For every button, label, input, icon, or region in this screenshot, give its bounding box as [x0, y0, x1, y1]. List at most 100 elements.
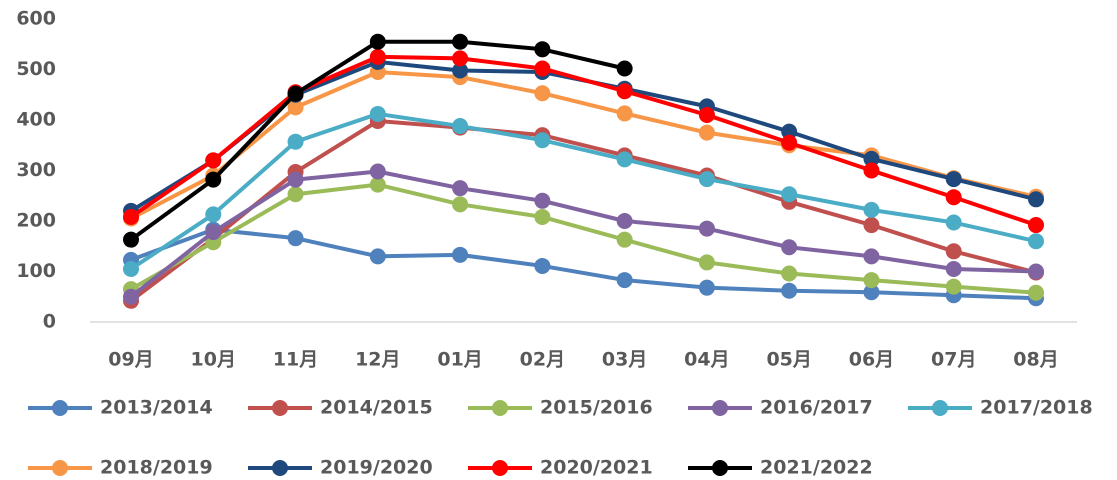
data-point: [863, 248, 880, 265]
data-point: [616, 231, 633, 248]
data-point: [1028, 217, 1044, 234]
y-tick-label: 300: [16, 159, 56, 181]
data-point: [287, 99, 304, 116]
data-point: [1028, 233, 1044, 250]
data-point: [369, 248, 386, 265]
data-point: [781, 265, 798, 282]
data-point: [452, 50, 469, 67]
data-point: [287, 230, 304, 247]
data-point: [205, 171, 222, 188]
x-tick-label: 10月: [191, 349, 236, 371]
y-tick-label: 600: [16, 8, 56, 30]
data-point: [698, 254, 715, 271]
legend-label: 2016/2017: [760, 397, 873, 419]
series-line: [129, 54, 1037, 227]
x-tick-label: 11月: [273, 349, 318, 371]
data-point: [205, 152, 222, 169]
y-tick-label: 100: [16, 260, 56, 282]
legend-marker: [932, 400, 948, 416]
data-point: [1028, 263, 1044, 280]
data-point: [698, 171, 715, 188]
series-line: [129, 169, 1037, 299]
data-point: [698, 106, 715, 123]
data-point: [205, 206, 222, 223]
data-point: [534, 60, 551, 77]
data-point: [1028, 284, 1044, 301]
x-tick-label: 02月: [520, 349, 565, 371]
y-tick-label: 500: [16, 58, 56, 80]
data-point: [945, 214, 962, 231]
data-point: [369, 105, 386, 122]
data-point: [698, 124, 715, 141]
legend-label: 2018/2019: [100, 457, 213, 479]
x-tick-label: 12月: [355, 349, 400, 371]
legend-marker: [492, 460, 508, 476]
legend-marker: [712, 400, 728, 416]
data-point: [287, 133, 304, 150]
legend-marker: [272, 460, 288, 476]
y-tick-label: 200: [16, 210, 56, 232]
series-line: [130, 70, 1037, 221]
legend-marker: [52, 400, 68, 416]
series-line: [129, 59, 1037, 213]
legend-label: 2020/2021: [540, 457, 653, 479]
data-point: [616, 60, 633, 77]
series-line: [130, 227, 1037, 301]
data-point: [781, 282, 798, 299]
data-point: [863, 272, 880, 289]
y-tick-label: 400: [16, 109, 56, 131]
x-tick-label: 01月: [437, 349, 482, 371]
legend-label: 2015/2016: [540, 397, 653, 419]
data-point: [616, 105, 633, 122]
data-point: [534, 41, 551, 58]
data-point: [616, 83, 633, 100]
data-point: [452, 62, 469, 79]
data-point: [945, 243, 962, 260]
data-point: [534, 192, 551, 209]
data-point: [863, 217, 880, 234]
data-point: [123, 231, 139, 248]
data-point: [698, 279, 715, 296]
data-point: [534, 132, 551, 149]
x-tick-label: 08月: [1013, 349, 1058, 371]
data-point: [616, 213, 633, 229]
data-point: [452, 33, 469, 50]
legend-label: 2019/2020: [320, 457, 433, 479]
data-point: [534, 85, 551, 102]
x-tick-label: 05月: [766, 349, 811, 371]
legend-marker: [712, 460, 728, 476]
x-tick-label: 09月: [108, 349, 153, 371]
x-tick-label: 03月: [602, 349, 647, 371]
data-point: [205, 224, 222, 241]
x-tick-label: 06月: [849, 349, 894, 371]
data-point: [369, 33, 386, 50]
legend-label: 2017/2018: [980, 397, 1093, 419]
data-point: [123, 208, 139, 225]
x-tick-label: 04月: [684, 349, 729, 371]
legend-label: 2014/2015: [320, 397, 433, 419]
data-point: [945, 171, 962, 188]
legend-marker: [492, 400, 508, 416]
data-point: [287, 85, 304, 102]
data-point: [863, 150, 880, 167]
data-point: [945, 260, 962, 277]
data-point: [452, 246, 469, 263]
data-point: [287, 186, 304, 203]
legend-marker: [52, 460, 68, 476]
data-point: [534, 208, 551, 225]
y-tick-label: 0: [43, 311, 56, 333]
data-point: [863, 201, 880, 218]
data-point: [863, 284, 880, 301]
x-tick-label: 07月: [931, 349, 976, 371]
data-point: [1028, 191, 1044, 208]
series-line: [130, 182, 1037, 295]
legend-marker: [272, 400, 288, 416]
data-point: [369, 163, 386, 180]
legend-label: 2021/2022: [760, 457, 873, 479]
data-point: [616, 151, 633, 168]
data-point: [123, 288, 139, 305]
data-point: [945, 189, 962, 206]
data-point: [863, 162, 880, 179]
data-point: [452, 118, 469, 135]
